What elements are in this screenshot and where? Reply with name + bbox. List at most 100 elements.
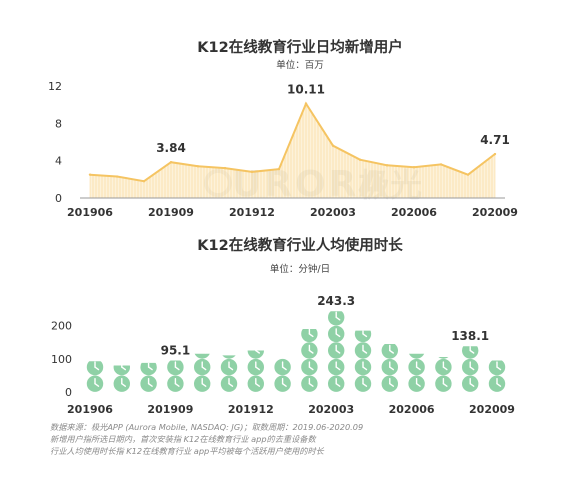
chart2-bar	[86, 361, 104, 392]
chart1-data-label: 10.11	[287, 83, 325, 97]
clock-icon	[488, 360, 506, 376]
chart2-data-label: 95.1	[161, 343, 191, 357]
chart1-x-tick-label: 202006	[391, 206, 437, 219]
chart2-bar	[408, 353, 425, 392]
clock-icon	[354, 358, 372, 376]
chart2-bar	[328, 311, 345, 392]
clock-icon	[167, 375, 184, 392]
clock-icon	[488, 375, 506, 392]
chart2-x-tick-label: 201912	[228, 403, 274, 416]
chart2-bar	[113, 365, 130, 392]
clock-icon	[462, 358, 479, 376]
clock-icon	[301, 328, 318, 343]
chart1-x-tick-label: 202009	[472, 206, 518, 219]
chart2-subtitle: 单位：分钟/日	[270, 263, 330, 275]
clock-icon	[301, 342, 318, 359]
clock-icon	[462, 375, 479, 392]
chart1-point	[358, 158, 362, 161]
clock-icon	[301, 358, 318, 376]
chart1-data-label: 3.84	[156, 141, 186, 155]
chart1-y-tick-label: 4	[55, 155, 62, 168]
chart1-point	[115, 175, 119, 178]
chart2-data-label: 138.1	[451, 329, 489, 343]
chart2-bar	[274, 358, 291, 392]
chart1-point	[196, 165, 200, 168]
chart1-point	[439, 163, 443, 166]
chart-canvas: K12在线教育行业日均新增用户 单位：百万 URORA极光048123.8410…	[48, 38, 518, 416]
clock-icon	[113, 365, 130, 376]
chart2-bar	[488, 360, 506, 392]
chart1-point	[250, 170, 254, 174]
chart1-point	[88, 173, 92, 176]
chart2-y-tick-label: 0	[65, 386, 72, 399]
clock-icon	[222, 355, 236, 359]
clock-icon	[354, 330, 372, 343]
clock-icon	[194, 353, 210, 359]
chart1-data-label: 4.71	[480, 133, 510, 147]
footer-note-new-users: 新增用户指所选日期内，首次安装指 K12在线教育行业 app的去重设备数	[50, 434, 316, 444]
chart2-x-tick-label: 202006	[389, 403, 435, 416]
chart2-title: K12在线教育行业人均使用时长	[197, 236, 403, 254]
chart2-bar	[435, 357, 452, 392]
chart2-bar	[354, 330, 372, 392]
clock-icon	[328, 375, 345, 392]
clock-icon	[435, 375, 452, 392]
chart2-data-label: 243.3	[317, 294, 355, 308]
clock-icon	[167, 360, 184, 376]
aurora-logo-icon	[204, 169, 232, 197]
clock-icon	[274, 358, 291, 376]
clock-icon	[86, 361, 104, 376]
chart1-y-tick-label: 12	[48, 80, 62, 93]
clock-icon	[86, 375, 104, 392]
clock-icon	[408, 358, 425, 376]
chart2-x-tick-label: 201909	[147, 403, 193, 416]
chart1-point	[493, 152, 497, 156]
clock-icon	[247, 350, 264, 359]
clock-icon	[301, 375, 318, 392]
clock-icon	[438, 357, 449, 359]
chart1-point	[277, 167, 281, 171]
chart1-point	[142, 180, 146, 183]
chart2-bar	[194, 353, 211, 392]
chart1-subtitle: 单位：百万	[276, 59, 324, 71]
clock-icon	[408, 375, 425, 392]
clock-icon	[328, 342, 345, 359]
clock-icon	[354, 342, 372, 359]
chart2-x-tick-label: 202003	[308, 403, 354, 416]
clock-icon	[247, 375, 264, 392]
chart1-area	[90, 103, 495, 198]
chart2-bar	[462, 346, 479, 392]
footer-notes: 数据来源：极光APP (Aurora Mobile, NASDAQ: JG)；取…	[50, 421, 550, 457]
chart1-line	[89, 101, 496, 183]
chart1-x-tick-label: 201906	[67, 206, 113, 219]
clock-icon	[140, 362, 157, 376]
chart1-point	[331, 144, 335, 147]
clock-icon	[462, 346, 479, 359]
chart2-bar	[381, 343, 398, 392]
chart2-y-tick-label: 200	[51, 320, 72, 333]
clock-icon	[274, 375, 291, 392]
clock-icon	[381, 375, 398, 392]
chart1-point	[223, 166, 227, 170]
chart1-point	[304, 102, 308, 105]
chart2-y-tick-label: 100	[51, 353, 72, 366]
chart1-area-hatching	[89, 103, 496, 198]
chart1-x-tick-label: 201909	[148, 206, 194, 219]
chart1-title: K12在线教育行业日均新增用户	[197, 38, 402, 56]
footer-note-usage-time: 行业人均使用时长指 K12在线教育行业 app平均被每个活跃用户使用的时长	[50, 446, 324, 456]
chart1-x-tick-label: 201912	[229, 206, 275, 219]
chart1-y-tick-label: 0	[55, 192, 62, 205]
chart2-bar	[301, 328, 318, 392]
clock-icon	[194, 358, 211, 376]
chart2-bar	[220, 355, 238, 392]
chart1-point	[169, 160, 173, 164]
chart1-point	[385, 164, 389, 167]
chart2-plot: 0 100 200 95.1 243.3 138.1 201906 201909 201912 2…	[51, 294, 515, 416]
clock-icon	[435, 358, 452, 376]
chart2-bar	[167, 360, 184, 392]
footer-source: 数据来源：极光APP (Aurora Mobile, NASDAQ: JG)；取…	[50, 422, 364, 432]
chart1-point	[412, 166, 416, 169]
chart1-point	[466, 173, 470, 176]
